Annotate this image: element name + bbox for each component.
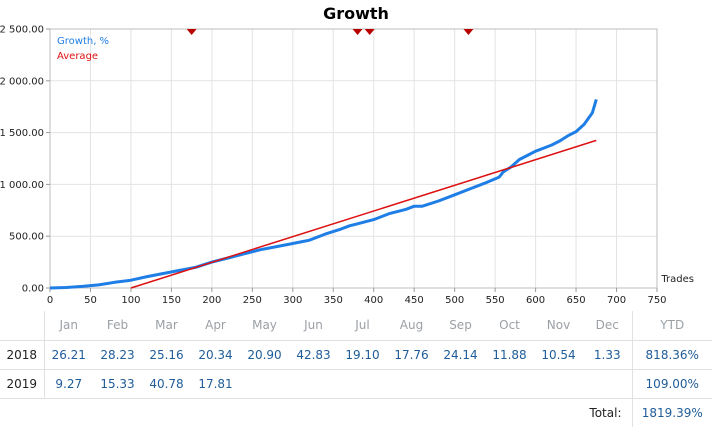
table-row: 2019 9.27 15.33 40.78 17.81 109.00%: [0, 368, 712, 398]
month-header: Jul: [355, 318, 370, 333]
month-value-cell: [436, 368, 485, 398]
event-marker: [186, 29, 197, 35]
monthly-returns-table: Jan Feb Mar Apr May Jun Jul Aug Sep Oct …: [0, 311, 712, 427]
ytd-value-cell: 109.00%: [631, 368, 712, 398]
month-header: Mar: [155, 318, 178, 333]
month-value-cell: [338, 368, 387, 398]
month-value-cell: 9.27: [44, 368, 93, 398]
month-value-cell: 28.23: [93, 339, 142, 369]
x-tick-label: 100: [121, 295, 140, 306]
x-tick-label: 0: [47, 295, 53, 306]
x-tick-label: 300: [283, 295, 302, 306]
average-line: [130, 139, 597, 289]
month-value-cell: 42.83: [289, 339, 338, 369]
growth-chart: Growth 0.00 500.00 1 000.00 1 500.00 2 000.0…: [0, 4, 694, 306]
month-header: Jun: [304, 318, 323, 333]
y-tick-label: 1 000.00: [0, 180, 44, 191]
month-value-cell: [583, 368, 632, 398]
ytd-value-cell: 818.36%: [631, 339, 712, 369]
month-header: Feb: [106, 318, 129, 333]
x-tick-label: 50: [84, 295, 97, 306]
x-tick-label: 350: [324, 295, 343, 306]
month-value-cell: 20.90: [240, 339, 289, 369]
y-tick-label: 2 000.00: [0, 76, 44, 87]
x-tick-label: 650: [567, 295, 586, 306]
table-header-row: Jan Feb Mar Apr May Jun Jul Aug Sep Oct …: [0, 311, 712, 340]
x-tick-label: 400: [364, 295, 383, 306]
x-tick-label: 250: [243, 295, 262, 306]
month-header: Dec: [595, 318, 619, 333]
y-tick-label: 0.00: [22, 284, 44, 295]
x-tick-label: 550: [486, 295, 505, 306]
month-value-cell: 24.14: [436, 339, 485, 369]
legend-average: Average: [57, 51, 98, 62]
x-axis-label: Trades: [660, 274, 694, 285]
ytd-header: YTD: [631, 311, 712, 340]
year-cell: 2019: [0, 368, 45, 398]
month-header: Nov: [546, 318, 571, 333]
table-corner: [0, 311, 45, 340]
y-tick-label: 500.00: [9, 232, 44, 243]
event-marker: [463, 29, 474, 35]
x-tick-label: 750: [647, 295, 666, 306]
month-value-cell: 1.33: [583, 339, 632, 369]
month-header: Sep: [449, 318, 472, 333]
month-value-cell: 40.78: [142, 368, 191, 398]
y-tick-label: 2 500.00: [0, 25, 44, 36]
growth-line: [49, 98, 598, 290]
x-tick-label: 500: [445, 295, 464, 306]
y-axis: 0.00 500.00 1 000.00 1 500.00 2 000.00 2 500.…: [0, 25, 50, 295]
month-header: May: [252, 318, 277, 333]
x-tick-label: 150: [162, 295, 181, 306]
series: [49, 98, 598, 290]
y-tick-label: 1 500.00: [0, 128, 44, 139]
total-row: Total: 1819.39%: [0, 397, 712, 427]
month-value-cell: [485, 368, 534, 398]
month-value-cell: 19.10: [338, 339, 387, 369]
event-marker: [364, 29, 375, 35]
month-value-cell: 10.54: [534, 339, 583, 369]
month-header: Aug: [399, 318, 424, 333]
month-value-cell: 17.81: [191, 368, 240, 398]
month-value-cell: [387, 368, 436, 398]
month-value-cell: [534, 368, 583, 398]
total-label: Total:: [0, 397, 632, 427]
table-row: 2018 26.21 28.23 25.16 20.34 20.90 42.83…: [0, 339, 712, 369]
year-cell: 2018: [0, 339, 45, 369]
month-value-cell: [240, 368, 289, 398]
event-marker: [352, 29, 363, 35]
month-value-cell: 15.33: [93, 368, 142, 398]
month-value-cell: 20.34: [191, 339, 240, 369]
event-markers: [186, 29, 474, 35]
month-value-cell: 26.21: [44, 339, 93, 369]
month-value-cell: 11.88: [485, 339, 534, 369]
legend-growth: Growth, %: [57, 36, 109, 47]
month-value-cell: [289, 368, 338, 398]
x-axis: 0 50 100 150 200 250 300 350 400 450 500 550 600 650 7…: [47, 288, 667, 306]
month-value-cell: 17.76: [387, 339, 436, 369]
plot-area-frame: [49, 28, 658, 289]
x-tick-label: 450: [405, 295, 424, 306]
month-header: Apr: [205, 318, 226, 333]
month-value-cell: 25.16: [142, 339, 191, 369]
chart-title: Growth: [323, 4, 389, 23]
x-tick-label: 600: [526, 295, 545, 306]
total-value: 1819.39%: [631, 397, 712, 427]
x-tick-label: 700: [607, 295, 626, 306]
grid: [50, 29, 657, 288]
month-header: Jan: [59, 318, 79, 333]
month-header: Oct: [499, 318, 520, 333]
x-tick-label: 200: [202, 295, 221, 306]
